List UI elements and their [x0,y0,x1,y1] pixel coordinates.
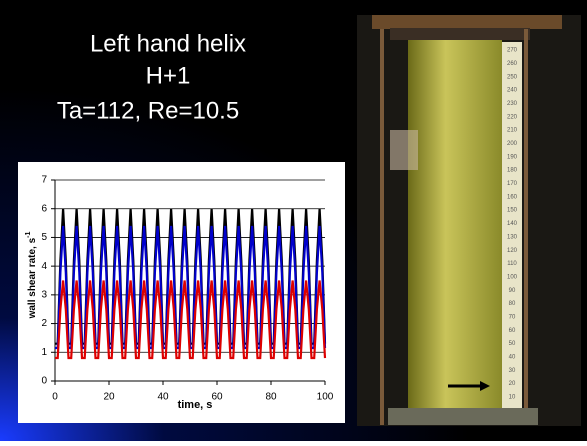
x-axis-label: time, s [178,399,213,411]
cap [390,28,530,40]
ruler-label: 270 [507,48,518,54]
x-tick-label: 60 [211,392,223,403]
title-line: Left hand helix [90,30,246,57]
ruler-label: 50 [509,341,516,347]
chart: time, s wall shear rate, s-1 0 1 2 3 4 5 6 7 0 20… [25,175,334,411]
y-tick-label: 3 [41,289,47,300]
y-tick-label: 0 [41,376,47,387]
y-axis-label-superscript: -1 [25,231,32,237]
ruler [502,42,522,408]
ruler-label: 80 [509,301,516,307]
ruler-label: 170 [507,181,518,187]
ruler-label: 30 [509,368,516,374]
photo: 270 260 250 240 230 220 210 200 190 180 170 160 150 1… [357,15,581,426]
ruler-label: 20 [509,381,516,387]
ruler-label: 90 [509,288,516,294]
y-tick-label: 4 [41,261,47,272]
ruler-label: 150 [507,208,518,214]
ruler-label: 70 [509,315,516,321]
base [388,408,538,425]
ruler-label: 40 [509,355,516,361]
ruler-label: 180 [507,168,518,174]
y-axis-label-text: wall shear rate, s [27,237,38,319]
ruler-label: 160 [507,194,518,200]
ruler-label: 210 [507,128,518,134]
ruler-label: 240 [507,88,518,94]
title-line: H+1 [146,62,191,89]
ruler-labels: 270 260 250 240 230 220 210 200 190 180 170 160 150 1… [507,48,518,401]
ruler-label: 230 [507,101,518,107]
title-line: Ta=112, Re=10.5 [57,97,239,124]
y-tick-label: 2 [41,318,47,329]
ruler-label: 60 [509,328,516,334]
ruler-label: 120 [507,248,518,254]
slide-title: Left hand helix H+1 Ta=112, Re=10.5 [57,30,246,124]
x-tick-label: 20 [103,392,115,403]
series-line [55,280,327,360]
rod [524,29,528,425]
ruler-label: 130 [507,234,518,240]
clamp [390,130,418,170]
arrow-head [480,381,490,391]
top-plate [372,15,562,29]
ruler-label: 100 [507,274,518,280]
y-tick-label: 7 [41,175,47,186]
x-tick-label: 0 [52,392,58,403]
ruler-label: 110 [507,261,517,267]
ruler-label: 140 [507,221,518,227]
x-tick-label: 80 [265,392,277,403]
ruler-label: 200 [507,141,518,147]
ruler-label: 260 [507,61,518,67]
ruler-label: 220 [507,114,518,120]
x-tick-label: 40 [157,392,169,403]
rod [380,29,384,425]
ruler-label: 190 [507,154,518,160]
cylinder [408,40,502,410]
y-tick-label: 1 [41,347,47,358]
ruler-label: 250 [507,74,518,80]
y-tick-label: 5 [41,232,47,243]
y-axis-label: wall shear rate, s-1 [25,231,38,319]
y-tick-label: 6 [41,203,47,214]
x-tick-label: 100 [317,392,334,403]
ruler-label: 10 [509,395,516,401]
